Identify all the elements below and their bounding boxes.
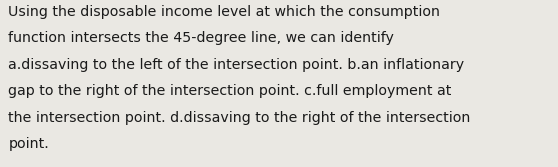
Text: point.: point.: [8, 137, 49, 151]
Text: function intersects the 45-degree line, we can identify: function intersects the 45-degree line, …: [8, 31, 395, 45]
Text: a.dissaving to the left of the intersection point. b.an inflationary: a.dissaving to the left of the intersect…: [8, 58, 464, 72]
Text: Using the disposable income level at which the consumption: Using the disposable income level at whi…: [8, 5, 440, 19]
Text: gap to the right of the intersection point. c.full employment at: gap to the right of the intersection poi…: [8, 84, 452, 98]
Text: the intersection point. d.dissaving to the right of the intersection: the intersection point. d.dissaving to t…: [8, 111, 471, 125]
